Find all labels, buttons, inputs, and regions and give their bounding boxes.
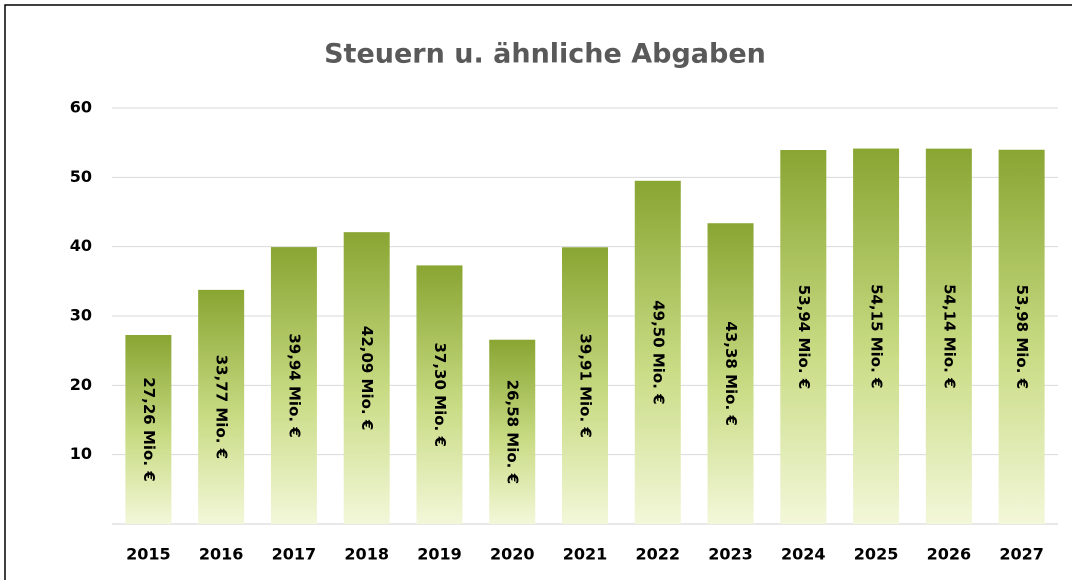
bar <box>780 150 827 525</box>
data-label: 37,30 Mio. € <box>431 342 449 446</box>
data-label: 39,94 Mio. € <box>285 333 303 437</box>
bar <box>416 265 463 524</box>
x-tick-label: 2021 <box>563 545 608 564</box>
x-tick-label: 2025 <box>854 545 899 564</box>
bar <box>853 148 900 524</box>
x-tick-label: 2022 <box>636 545 681 564</box>
x-tick-label: 2027 <box>999 545 1044 564</box>
bar <box>198 289 245 524</box>
bar <box>634 180 681 525</box>
x-tick-label: 2018 <box>344 545 389 564</box>
y-tick-label: 60 <box>70 98 92 117</box>
bar <box>562 247 608 525</box>
x-tick-label: 2019 <box>417 545 462 564</box>
bar <box>707 223 754 524</box>
y-tick-label: 40 <box>70 236 92 255</box>
y-tick-label: 30 <box>70 306 92 325</box>
y-tick-label: 20 <box>70 375 92 394</box>
data-label: 27,26 Mio. € <box>140 377 158 481</box>
x-tick-label: 2015 <box>126 545 171 564</box>
data-label: 42,09 Mio. € <box>358 326 376 430</box>
data-label: 53,94 Mio. € <box>795 285 813 389</box>
data-label: 54,15 Mio. € <box>868 284 886 388</box>
bar <box>925 148 972 524</box>
data-label: 39,91 Mio. € <box>577 333 595 437</box>
x-tick-label: 2017 <box>272 545 317 564</box>
x-tick-label: 2016 <box>199 545 244 564</box>
x-tick-label: 2024 <box>781 545 826 564</box>
x-tick-label: 2023 <box>708 545 753 564</box>
data-label: 33,77 Mio. € <box>213 355 231 459</box>
y-tick-label: 10 <box>70 444 92 463</box>
data-label: 26,58 Mio. € <box>504 380 522 484</box>
bar <box>270 247 317 524</box>
y-tick-label: 50 <box>70 167 92 186</box>
data-label: 43,38 Mio. € <box>722 321 740 425</box>
x-tick-label: 2020 <box>490 545 535 564</box>
data-label: 53,98 Mio. € <box>1013 285 1031 389</box>
chart-title: Steuern u. ähnliche Abgaben <box>324 39 766 70</box>
bar <box>489 339 536 524</box>
bar <box>998 149 1045 525</box>
bar <box>343 232 390 524</box>
x-tick-label: 2026 <box>927 545 972 564</box>
data-label: 49,50 Mio. € <box>649 300 667 404</box>
data-label: 54,14 Mio. € <box>940 284 958 388</box>
bar <box>125 334 172 524</box>
